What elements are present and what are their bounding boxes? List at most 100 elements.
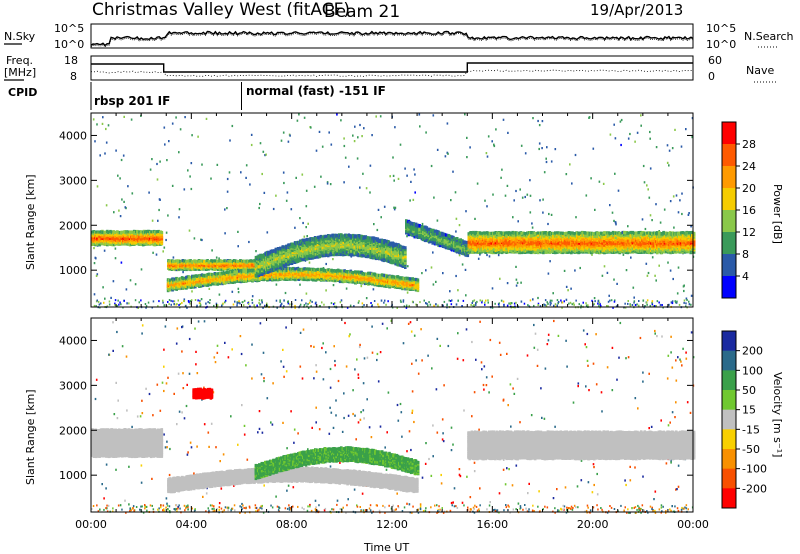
power-clutter	[276, 300, 278, 302]
power-speckle	[156, 254, 158, 256]
power-clutter	[570, 302, 572, 304]
power-clutter	[511, 302, 513, 304]
power-speckle	[366, 297, 368, 299]
power-clutter	[178, 300, 180, 302]
power-clutter	[385, 304, 387, 306]
power-clutter	[470, 304, 472, 306]
power-speckle	[522, 197, 524, 199]
power-speckle	[115, 150, 117, 152]
power-clutter	[243, 304, 245, 306]
power-clutter	[475, 302, 477, 304]
power-speckle	[392, 156, 394, 158]
power-clutter	[234, 301, 236, 303]
power-speckle	[216, 257, 218, 259]
power-speckle	[297, 120, 299, 122]
power-clutter	[164, 304, 166, 306]
power-clutter	[647, 299, 649, 301]
power-speckle	[352, 135, 354, 137]
power-speckle	[551, 160, 553, 162]
power-clutter	[153, 300, 155, 302]
power-speckle	[512, 216, 514, 218]
power-speckle	[419, 125, 421, 127]
power-speckle	[492, 194, 494, 196]
power-clutter	[684, 300, 686, 302]
power-clutter	[280, 304, 282, 306]
power-clutter	[363, 304, 365, 306]
power-clutter	[551, 300, 553, 302]
power-speckle	[579, 267, 581, 269]
power-speckle	[500, 177, 502, 179]
power-clutter	[331, 302, 333, 304]
power-speckle	[517, 282, 519, 284]
power-speckle	[260, 142, 262, 144]
power-speckle	[173, 256, 175, 258]
power-speckle	[166, 159, 168, 161]
power-speckle	[191, 290, 193, 292]
power-speckle	[132, 192, 134, 194]
power-speckle	[398, 178, 400, 180]
power-speckle	[104, 298, 106, 300]
power-speckle	[486, 152, 488, 154]
power-speckle	[362, 173, 364, 175]
power-clutter	[638, 305, 640, 307]
power-speckle	[314, 186, 316, 188]
power-speckle	[678, 267, 680, 269]
power-echo-cell	[161, 231, 164, 234]
power-speckle	[238, 291, 240, 293]
power-speckle	[517, 220, 519, 222]
power-speckle	[331, 144, 333, 146]
power-speckle	[414, 191, 416, 193]
power-speckle	[108, 124, 110, 126]
power-speckle	[433, 197, 435, 199]
power-speckle	[232, 291, 234, 293]
power-clutter	[377, 303, 379, 305]
power-speckle	[608, 295, 610, 297]
power-clutter	[484, 302, 486, 304]
power-speckle	[647, 188, 649, 190]
power-clutter	[550, 302, 552, 304]
power-speckle	[115, 257, 117, 259]
power-clutter	[181, 302, 183, 304]
power-speckle	[184, 116, 186, 118]
power-speckle	[450, 199, 452, 201]
power-speckle	[150, 169, 152, 171]
power-speckle	[602, 275, 604, 277]
power-clutter	[406, 305, 408, 307]
power-speckle	[394, 126, 396, 128]
power-clutter	[195, 299, 197, 301]
power-speckle	[649, 197, 651, 199]
power-speckle	[159, 161, 161, 163]
power-speckle	[97, 185, 99, 187]
power-clutter	[167, 301, 169, 303]
power-speckle	[542, 212, 544, 214]
power-speckle	[164, 247, 166, 249]
power-clutter	[510, 303, 512, 305]
power-speckle	[306, 235, 308, 237]
power-clutter	[679, 304, 681, 306]
power-speckle	[537, 297, 539, 299]
power-speckle	[299, 284, 301, 286]
power-speckle	[551, 214, 553, 216]
power-speckle	[564, 270, 566, 272]
power-speckle	[264, 192, 266, 194]
power-speckle	[498, 254, 500, 256]
power-speckle	[309, 262, 311, 264]
nave-line	[91, 70, 693, 77]
power-speckle	[667, 162, 669, 164]
power-speckle	[530, 211, 532, 213]
power-speckle	[457, 289, 459, 291]
power-speckle	[566, 299, 568, 301]
power-clutter	[135, 299, 137, 301]
power-clutter	[98, 301, 100, 303]
power-speckle	[626, 269, 628, 271]
power-speckle	[495, 128, 497, 130]
power-speckle	[501, 169, 503, 171]
power-clutter	[252, 302, 254, 304]
power-speckle	[302, 222, 304, 224]
power-speckle	[381, 300, 383, 302]
power-speckle	[299, 217, 301, 219]
power-clutter	[473, 304, 475, 306]
power-speckle	[369, 191, 371, 193]
power-speckle	[455, 191, 457, 193]
